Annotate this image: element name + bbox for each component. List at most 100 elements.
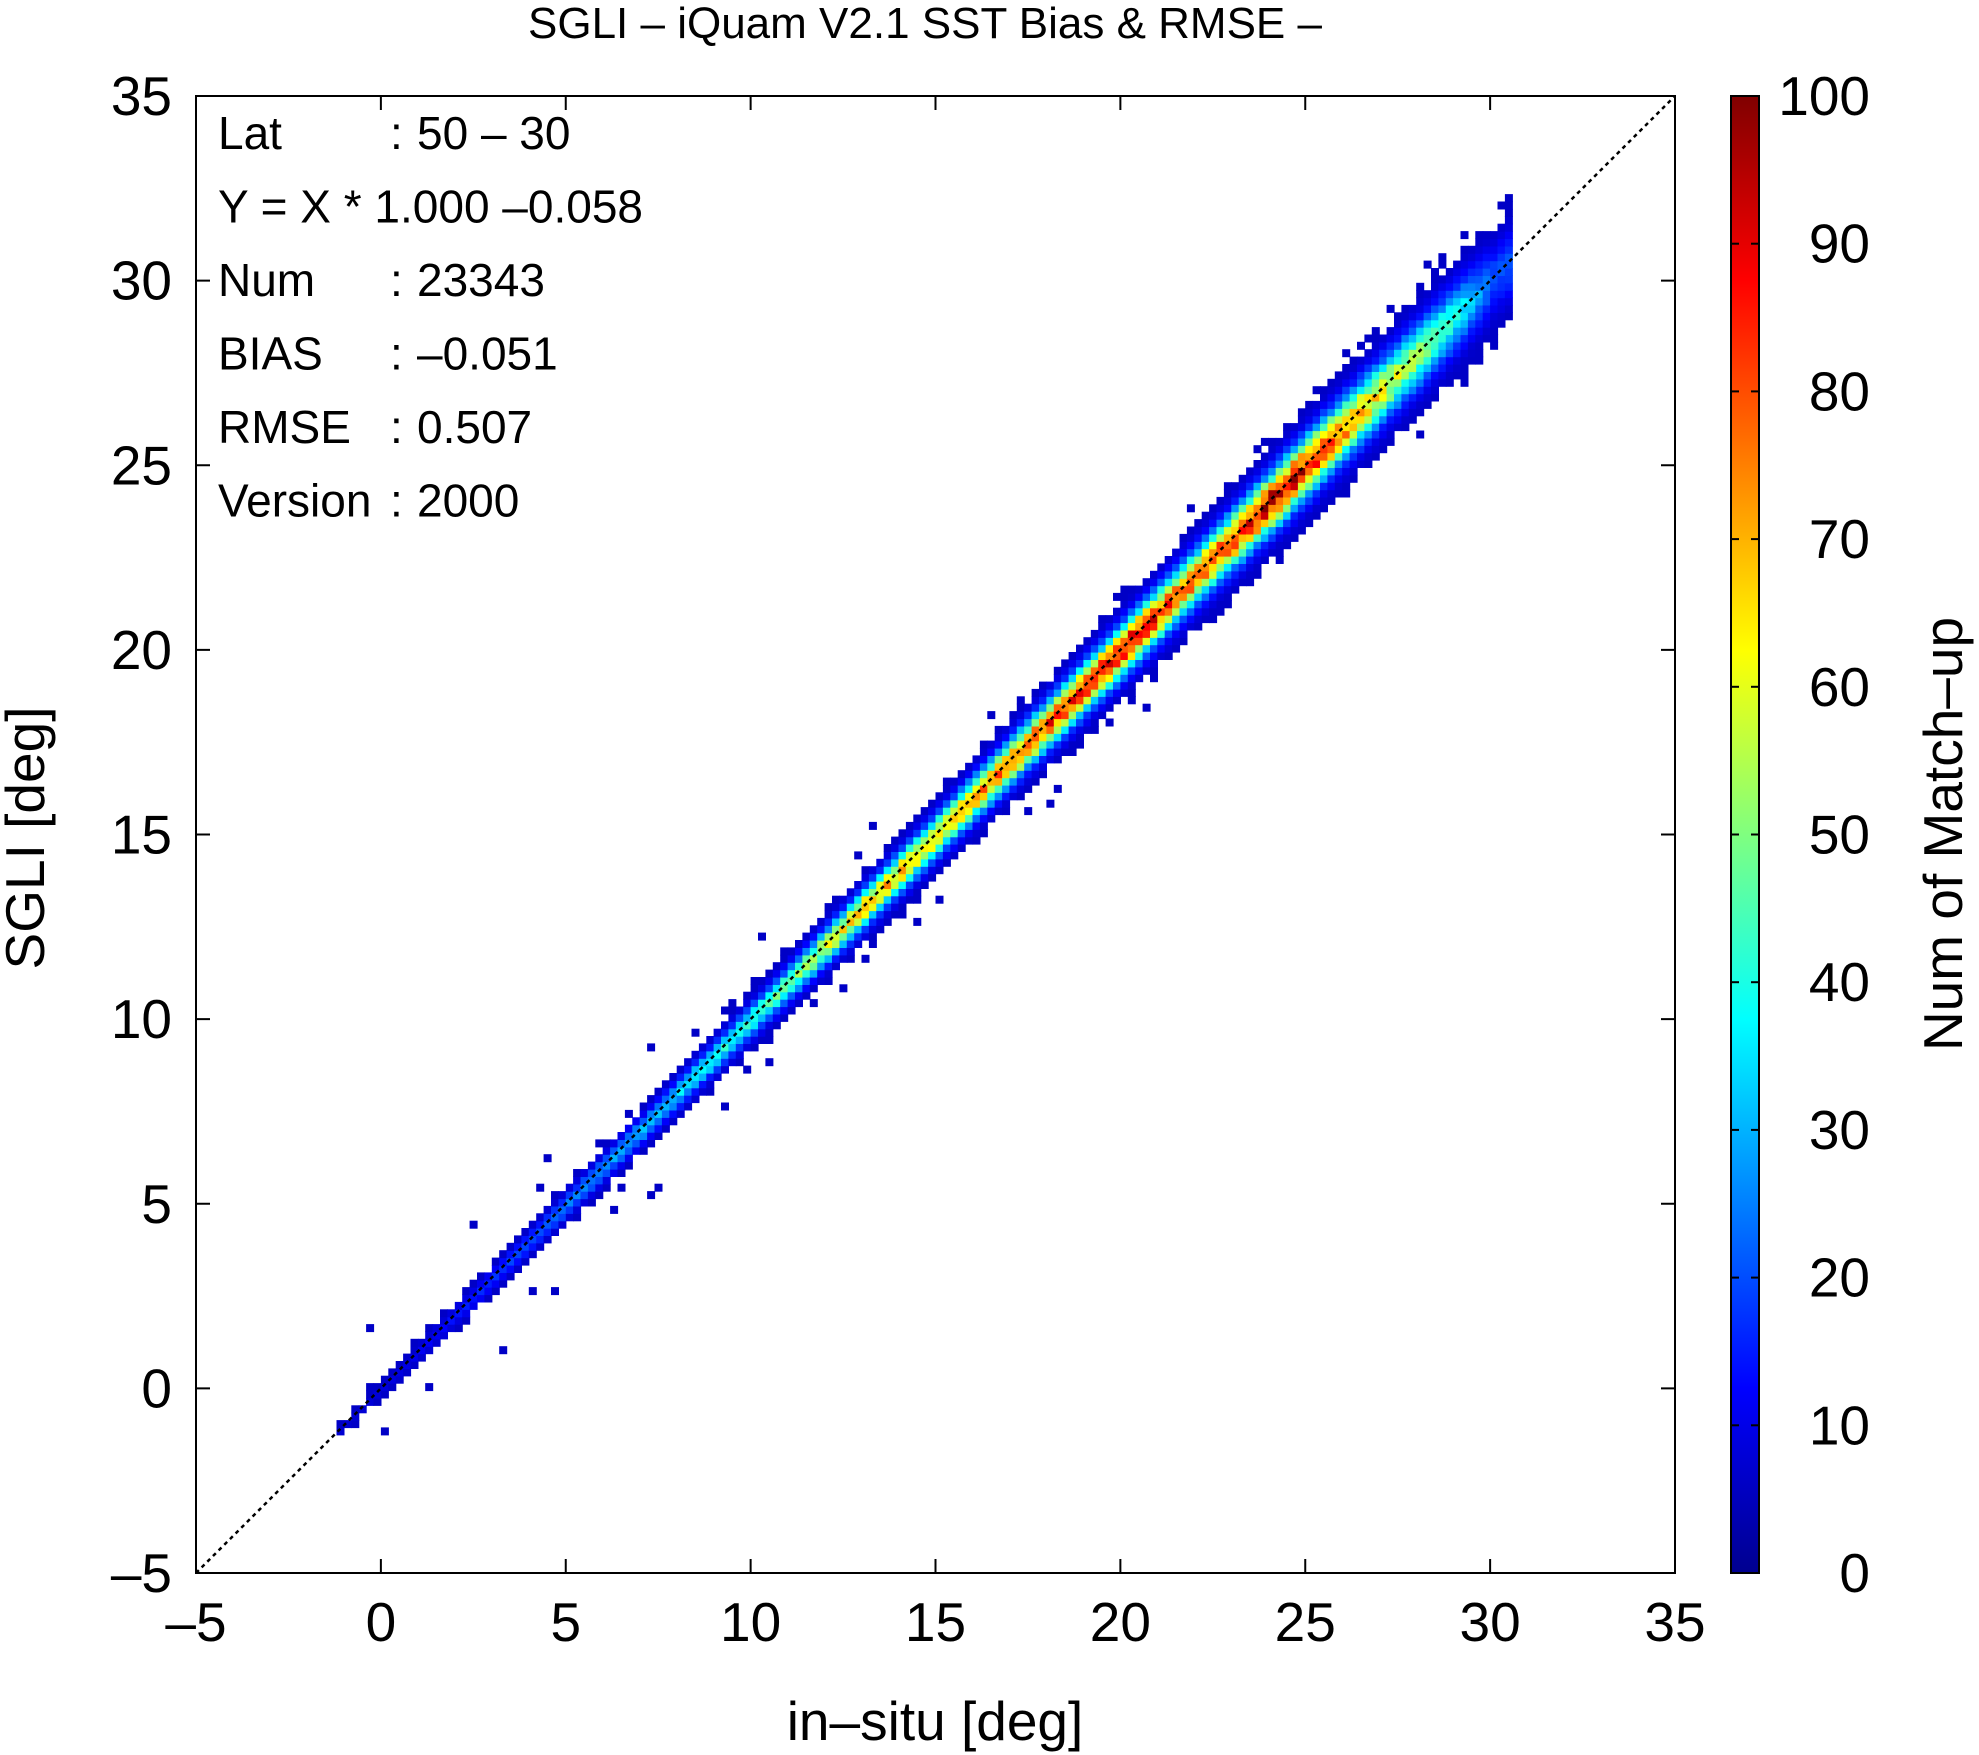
density-cell xyxy=(891,895,900,904)
density-cell xyxy=(528,1228,537,1236)
density-cell xyxy=(1423,290,1432,299)
density-cell xyxy=(979,792,988,801)
density-cell xyxy=(950,851,959,860)
density-cell xyxy=(1320,437,1328,446)
density-cell xyxy=(1164,585,1173,594)
density-cell xyxy=(1490,304,1499,313)
density-cell xyxy=(1453,327,1462,336)
density-cell xyxy=(942,858,951,867)
density-cell xyxy=(1135,674,1144,683)
density-cell xyxy=(1371,415,1380,424)
density-cell xyxy=(1275,519,1284,528)
density-cell xyxy=(861,917,870,926)
density-cell xyxy=(1157,585,1166,594)
density-cell xyxy=(1172,578,1181,587)
density-cell xyxy=(1246,504,1255,513)
density-cell xyxy=(654,1132,663,1140)
density-cell xyxy=(1320,474,1328,483)
density-cell xyxy=(1016,762,1025,771)
density-cell xyxy=(1386,334,1395,343)
density-cell xyxy=(1504,208,1513,217)
density-cell xyxy=(972,814,981,823)
density-cell xyxy=(639,1102,648,1111)
density-cell xyxy=(728,1021,737,1030)
density-cell xyxy=(1260,541,1269,550)
density-cell xyxy=(1142,600,1151,609)
density-cell xyxy=(839,895,848,904)
density-cell xyxy=(1349,445,1358,454)
x-tick-label: 20 xyxy=(1090,1591,1151,1653)
density-cell xyxy=(1024,740,1033,749)
density-cell xyxy=(1216,548,1225,557)
density-cell xyxy=(676,1080,685,1089)
statistics-panel: Lat:50 – 30Y = X * 1.000 –0.058Num:23343… xyxy=(218,107,643,527)
density-cell xyxy=(950,844,959,852)
density-cell xyxy=(994,770,1003,779)
density-cell xyxy=(632,1139,641,1148)
density-cell xyxy=(1120,600,1129,609)
density-cell xyxy=(1186,600,1195,609)
density-cell xyxy=(920,866,929,875)
density-cell xyxy=(1209,615,1218,624)
density-cell xyxy=(1157,592,1166,601)
density-cell xyxy=(469,1220,478,1229)
density-cell xyxy=(521,1228,530,1236)
density-cell xyxy=(1068,674,1077,683)
density-cell xyxy=(802,940,811,948)
density-cell xyxy=(868,932,877,941)
density-cell xyxy=(1246,489,1255,498)
density-cell xyxy=(1061,725,1070,734)
density-cell xyxy=(1394,393,1402,402)
density-cell xyxy=(1150,644,1158,653)
density-cell xyxy=(1475,275,1484,284)
density-cell xyxy=(1164,607,1173,616)
density-cell xyxy=(1394,319,1402,328)
density-cell xyxy=(1475,282,1484,291)
density-cell xyxy=(846,910,855,919)
density-cell xyxy=(942,814,951,823)
density-cell xyxy=(1009,762,1018,771)
density-cell xyxy=(1475,238,1484,247)
density-cell xyxy=(1090,652,1099,660)
density-cell xyxy=(1201,511,1210,520)
density-cell xyxy=(1068,681,1077,690)
density-cell xyxy=(832,903,840,912)
density-cell xyxy=(647,1124,656,1133)
density-cell xyxy=(1438,260,1447,269)
density-cell xyxy=(1408,312,1417,321)
density-cell xyxy=(1194,585,1203,594)
density-cell xyxy=(1504,238,1513,247)
density-cell xyxy=(1283,452,1292,461)
density-cell xyxy=(854,881,863,889)
density-cell xyxy=(846,903,855,912)
density-cell xyxy=(684,1102,693,1111)
density-cell xyxy=(1305,467,1314,476)
density-cell xyxy=(846,932,855,941)
density-cell xyxy=(573,1176,582,1185)
stat-label: Y = X * 1.000 –0.058 xyxy=(218,181,643,233)
density-cell xyxy=(854,917,863,926)
density-cell xyxy=(1231,541,1240,550)
density-cell xyxy=(1297,415,1306,424)
density-cell xyxy=(1445,297,1454,306)
density-cell xyxy=(728,1058,737,1067)
density-cell xyxy=(1394,356,1402,365)
density-cell xyxy=(1467,304,1476,313)
density-cell xyxy=(1113,666,1121,675)
density-cell xyxy=(1113,622,1121,631)
density-cell xyxy=(477,1287,485,1296)
density-cell xyxy=(417,1353,426,1362)
density-cell xyxy=(809,999,818,1008)
density-cell xyxy=(1349,408,1358,417)
density-cell xyxy=(654,1095,663,1104)
density-cell xyxy=(1002,762,1011,771)
density-cell xyxy=(772,962,781,971)
density-cell xyxy=(1475,349,1484,358)
density-cell xyxy=(661,1124,670,1133)
density-cell xyxy=(1290,437,1299,446)
density-cell xyxy=(1105,718,1114,727)
density-cell xyxy=(898,873,907,882)
density-cell xyxy=(905,858,914,867)
density-cell xyxy=(1312,496,1321,505)
density-cell xyxy=(1431,268,1439,276)
